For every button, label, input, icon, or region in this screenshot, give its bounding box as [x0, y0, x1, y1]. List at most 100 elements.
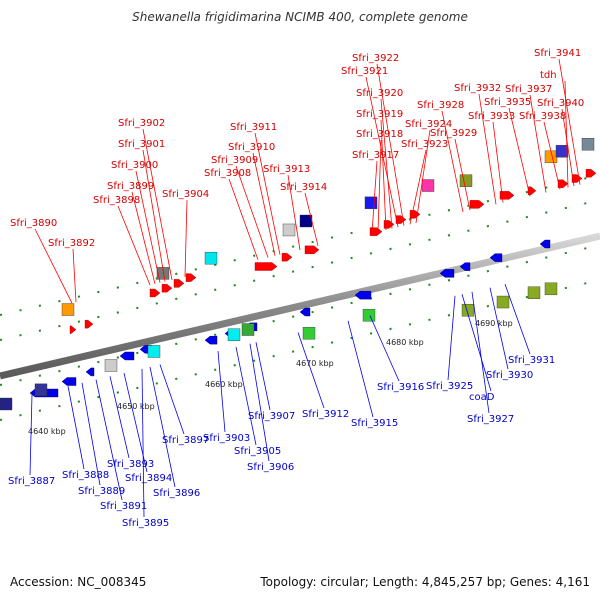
leader-line-top: [304, 192, 319, 246]
gene-label-top: Sfri_3898: [93, 195, 140, 206]
gene-label-top: Sfri_3932: [454, 83, 501, 94]
leader-line-top: [543, 121, 561, 190]
gene-box: [147, 345, 161, 358]
kbp-tick-label: 4650 kbp: [117, 402, 155, 411]
gene-label-top: Sfri_3910: [228, 142, 275, 153]
reverse-gene-arrow: [539, 239, 551, 249]
gene-box: [527, 286, 541, 299]
leader-line-top: [34, 228, 73, 304]
reverse-gene-arrow: [61, 377, 77, 386]
gene-label-bottom: Sfri_3897: [162, 435, 209, 446]
topology-text: Topology: circular; Length: 4,845,257 bp…: [260, 575, 590, 589]
leader-line-bottom: [447, 295, 456, 381]
gene-label-top: Sfri_3924: [405, 119, 452, 130]
reverse-outer-dots: [0, 279, 600, 421]
gene-box: [34, 383, 48, 397]
leader-line-bottom: [297, 332, 325, 409]
gene-label-bottom: Sfri_3931: [508, 355, 555, 366]
leader-line-top: [184, 199, 188, 277]
kbp-ticks: 4640 kbp 4650 kbp 4660 kbp 4670 kbp 4680 kbp…: [28, 319, 513, 436]
gene-label-top: Sfri_3941: [534, 48, 581, 59]
gene-label-bottom: Sfri_3905: [234, 446, 281, 457]
forward-gene-arrow: [369, 227, 383, 236]
gene-label-bottom: Sfri_3895: [122, 518, 169, 529]
gene-box: [104, 359, 118, 372]
gene-label-top: Sfri_3923: [401, 139, 448, 150]
leader-line-top: [380, 119, 387, 230]
gene-box: [459, 174, 473, 187]
gene-label-top: Sfri_3918: [356, 129, 403, 140]
reverse-gene-arrow: [489, 253, 503, 262]
gene-box: [299, 214, 313, 228]
gene-label-top: Sfri_3938: [519, 111, 566, 122]
gene-box: [241, 323, 255, 336]
leader-line-bottom: [461, 294, 492, 392]
gene-label-top: Sfri_3919: [356, 109, 403, 120]
forward-gene-arrow: [527, 186, 537, 195]
leader-line-top: [377, 139, 382, 232]
gene-label-top: Sfri_3913: [263, 164, 310, 175]
gene-label-top: Sfri_3902: [118, 118, 165, 129]
gene-label-bottom: Sfri_3889: [78, 486, 125, 497]
gene-label-bottom: Sfri_3888: [62, 470, 109, 481]
gene-box: [302, 327, 316, 340]
gene-label-top: Sfri_3914: [280, 182, 327, 193]
leader-line-bottom: [141, 368, 145, 518]
leader-line-top: [558, 58, 581, 185]
leader-line-top: [441, 110, 464, 213]
gene-label-bottom: Sfri_3903: [203, 433, 250, 444]
gene-box: [555, 145, 569, 158]
gene-label-top: tdh: [540, 70, 557, 81]
gene-label-top: Sfri_3940: [537, 98, 584, 109]
leader-line-top: [72, 248, 77, 303]
leader-line-bottom: [255, 342, 271, 411]
leader-line-top: [117, 205, 151, 286]
leader-line-bottom: [217, 351, 226, 433]
reverse-gene-arrow: [299, 307, 311, 317]
gene-label-top: Sfri_3900: [111, 160, 158, 171]
forward-gene-arrow: [499, 191, 515, 200]
reverse-gene-arrow: [354, 290, 372, 300]
gene-label-top: Sfri_3911: [230, 122, 277, 133]
leader-line-bottom: [109, 376, 130, 459]
leader-line-top: [142, 149, 166, 282]
forward-gene-arrow: [585, 169, 597, 178]
forward-gene-arrow: [469, 200, 485, 209]
kbp-tick-label: 4640 kbp: [28, 427, 66, 436]
gene-box: [362, 309, 376, 322]
forward-gene-arrow: [254, 262, 278, 271]
kbp-tick-label: 4680 kbp: [386, 338, 424, 347]
leader-line-bottom: [369, 315, 400, 382]
gene-label-bottom: Sfri_3927: [467, 414, 514, 425]
leader-line-bottom: [81, 382, 101, 486]
leader-line-top: [287, 174, 301, 251]
gene-label-top: Sfri_3904: [162, 189, 209, 200]
gene-box: [461, 304, 475, 317]
leader-line-top: [380, 98, 393, 229]
leader-line-bottom: [347, 320, 374, 418]
gene-label-bottom: coaD: [469, 392, 495, 403]
gene-label-top: Sfri_3935: [484, 97, 531, 108]
genome-title: Shewanella frigidimarina NCIMB 400, comp…: [132, 10, 468, 24]
forward-gene-arrow: [304, 245, 320, 255]
forward-gene-arrow: [281, 253, 293, 262]
gene-label-top: Sfri_3937: [505, 84, 552, 95]
gene-label-top: Sfri_3928: [417, 100, 464, 111]
reverse-gene-arrow: [439, 269, 455, 278]
gene-labels: Sfri_3890 Sfri_3892 Sfri_3898 Sfri_3899 Sfri…: [8, 48, 584, 529]
gene-label-top: Sfri_3933: [468, 111, 515, 122]
gene-box: [282, 223, 296, 237]
leader-line-bottom: [67, 386, 85, 470]
gene-label-bottom: Sfri_3906: [247, 462, 294, 473]
leader-line-top: [135, 170, 161, 283]
gene-label-top: Sfri_3920: [356, 88, 403, 99]
kbp-tick-label: 4660 kbp: [205, 380, 243, 389]
gene-box: [544, 282, 558, 296]
leader-line-top: [371, 160, 378, 234]
gene-label-top: Sfri_3917: [352, 150, 399, 161]
gene-label-bottom: Sfri_3893: [107, 459, 154, 470]
gene-box: [227, 328, 241, 341]
gene-label-bottom: Sfri_3930: [486, 370, 533, 381]
forward-gene-arrow: [395, 215, 407, 224]
